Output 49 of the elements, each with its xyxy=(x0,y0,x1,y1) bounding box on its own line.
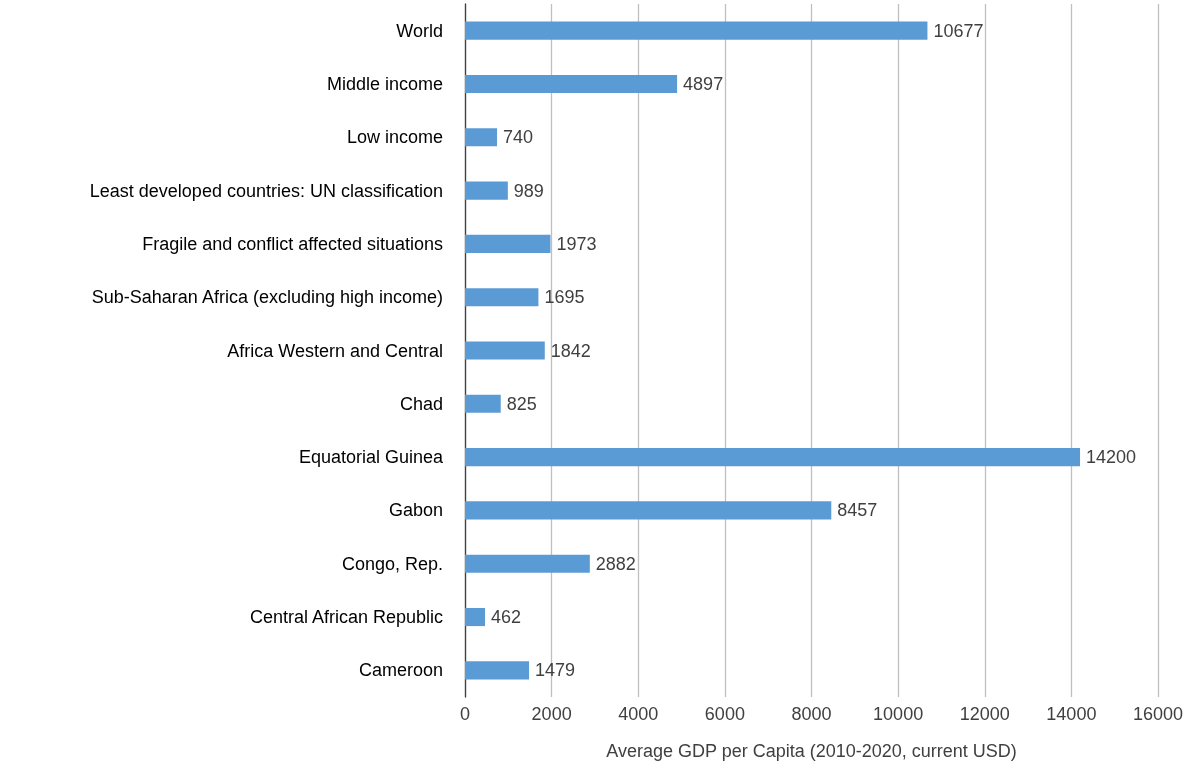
y-tick-label: Fragile and conflict affected situations xyxy=(142,233,443,254)
y-tick-label: Least developed countries: UN classification xyxy=(89,180,443,201)
bar xyxy=(465,394,501,413)
x-tick-label: 6000 xyxy=(704,704,745,724)
x-tick-label: 14000 xyxy=(1046,704,1097,724)
bar xyxy=(465,448,1081,467)
data-label: 4897 xyxy=(683,73,724,94)
data-label: 2882 xyxy=(595,553,636,574)
y-tick-label: Equatorial Guinea xyxy=(298,447,444,468)
y-tick-label: Sub-Saharan Africa (excluding high income) xyxy=(91,287,443,308)
data-label: 462 xyxy=(491,607,522,628)
bar xyxy=(465,661,530,680)
y-tick-label: Africa Western and Central xyxy=(227,340,443,361)
y-tick-label: Low income xyxy=(346,127,443,148)
y-tick-label: Gabon xyxy=(388,500,443,521)
data-label: 10677 xyxy=(933,20,984,41)
data-label: 8457 xyxy=(837,500,878,521)
bar xyxy=(465,341,545,360)
bar xyxy=(465,234,551,253)
x-tick-label: 8000 xyxy=(791,704,832,724)
x-tick-label: 12000 xyxy=(959,704,1010,724)
y-tick-label: Cameroon xyxy=(358,660,443,681)
x-tick-label: 2000 xyxy=(531,704,572,724)
y-tick-label: Middle income xyxy=(326,73,443,94)
data-label: 1973 xyxy=(556,233,597,254)
bar xyxy=(465,288,539,307)
data-label: 989 xyxy=(513,180,544,201)
data-label: 1695 xyxy=(544,287,585,308)
bar xyxy=(465,501,832,520)
y-tick-label: Central African Republic xyxy=(249,607,443,628)
x-tick-label: 10000 xyxy=(873,704,924,724)
bar xyxy=(465,21,928,40)
bar xyxy=(465,607,486,627)
data-label: 825 xyxy=(506,393,537,414)
bar xyxy=(465,128,498,147)
bar xyxy=(465,554,590,573)
bar xyxy=(465,181,508,200)
bar xyxy=(465,74,678,94)
y-tick-label: Chad xyxy=(399,393,443,414)
x-axis-title: Average GDP per Capita (2010-2020, current USD) xyxy=(606,741,1017,761)
x-tick-label: 16000 xyxy=(1132,704,1184,724)
data-label: 740 xyxy=(503,127,534,148)
data-label: 1842 xyxy=(550,340,591,361)
y-tick-label: World xyxy=(396,20,443,41)
y-tick-label: Congo, Rep. xyxy=(341,553,443,574)
x-tick-label: 4000 xyxy=(618,704,659,724)
data-label: 14200 xyxy=(1086,447,1137,468)
x-tick-label: 0 xyxy=(459,704,471,724)
data-label: 1479 xyxy=(535,660,576,681)
